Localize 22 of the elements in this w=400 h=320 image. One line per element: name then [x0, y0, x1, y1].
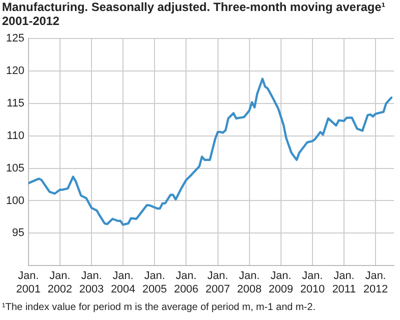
- x-tick-label: Jan. 2007: [206, 270, 230, 296]
- x-tick-label: Jan. 2009: [268, 270, 294, 296]
- y-tick-label: 100: [6, 194, 24, 207]
- x-tick-label: Jan. 2001: [16, 270, 41, 296]
- x-tick-label: Jan. 2006: [174, 270, 198, 296]
- x-tick-label: Jan. 2002: [48, 270, 72, 296]
- chart-title: Manufacturing. Seasonally adjusted. Three-month moving average¹: [1, 0, 386, 14]
- y-tick-label: 110: [6, 130, 24, 142]
- x-tick-label: Jan. 2003: [79, 270, 104, 296]
- x-tick-label: Jan. 2011: [332, 270, 356, 296]
- x-tick-label: Jan. 2005: [142, 270, 167, 296]
- chart-subtitle: 2001-2012: [1, 14, 60, 28]
- y-tick-label: 95: [12, 227, 24, 240]
- x-tick-label: Jan. 2004: [110, 270, 136, 296]
- y-tick-label: 105: [6, 162, 24, 174]
- y-tick-label: 125: [6, 32, 24, 45]
- x-tick-label: Jan. 2008: [237, 270, 262, 296]
- text: ¹The index value for period m is the average of period m, m-1 and m-2.: [1, 302, 316, 313]
- y-tick-label: 120: [6, 65, 24, 78]
- y-tick-label: 115: [6, 97, 24, 110]
- x-tick-label: Jan. 2012: [363, 270, 388, 296]
- x-tick-label: Jan. 2010: [300, 270, 325, 296]
